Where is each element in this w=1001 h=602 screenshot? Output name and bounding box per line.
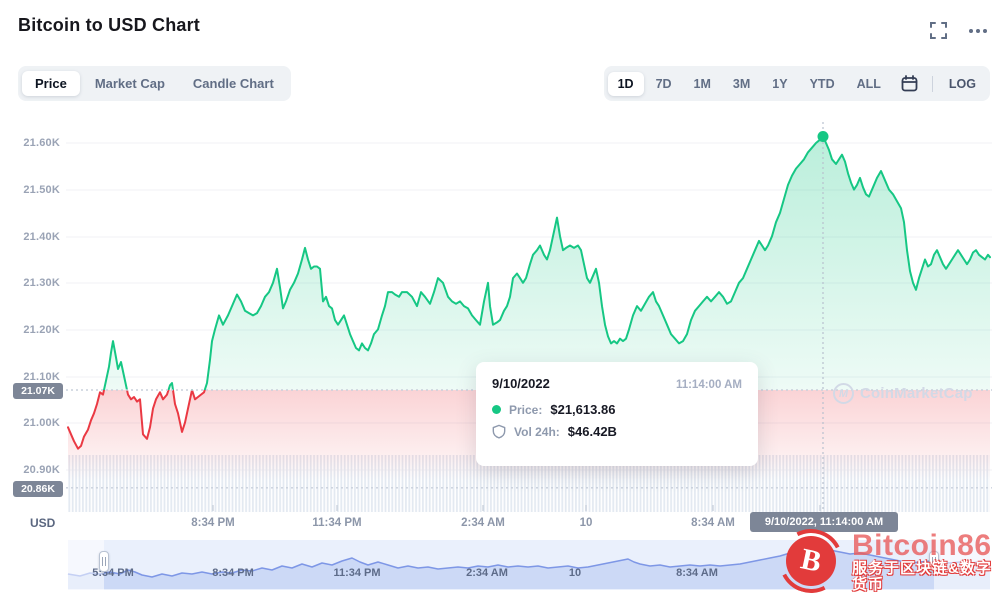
brand-watermark: B Bitcoin86 服务于区块链&数字货币 <box>779 529 1001 593</box>
price-area-up <box>103 136 990 390</box>
x-axis-label: 8:34 PM <box>191 517 235 529</box>
y-axis-label: 21.20K <box>23 324 60 336</box>
brand-tagline: 服务于区块链&数字货币 <box>852 560 992 593</box>
range-1m[interactable]: 1M <box>684 72 721 96</box>
tooltip-vol-value: $46.42B <box>567 424 617 439</box>
range-1y[interactable]: 1Y <box>762 72 797 96</box>
navigator-label: 2:34 AM <box>466 567 508 579</box>
tooltip-time: 11:14:00 AM <box>675 379 742 391</box>
x-axis-label: 11:34 PM <box>312 517 362 529</box>
range-3m[interactable]: 3M <box>723 72 760 96</box>
tab-candle-chart[interactable]: Candle Chart <box>180 71 287 96</box>
navigator-dim-left <box>68 540 104 590</box>
y-axis-label: 21.40K <box>23 231 60 243</box>
x-axis-label: 8:34 AM <box>691 517 735 529</box>
price-tooltip: 9/10/2022 11:14:00 AM Price: $21,613.86 … <box>476 362 758 466</box>
navigator-label: 11:34 PM <box>333 567 381 579</box>
navigator-label: 10 <box>568 567 582 579</box>
x-axis-label: 2:34 AM <box>461 517 505 529</box>
y-axis-label: 20.90K <box>23 464 60 476</box>
shield-icon <box>492 424 506 439</box>
tooltip-vol-label: Vol 24h: <box>514 424 560 439</box>
header-actions <box>930 22 987 39</box>
y-axis-label: 21.50K <box>23 184 60 196</box>
navigator-dim-right <box>934 540 990 590</box>
calendar-icon <box>901 75 918 92</box>
tab-market-cap[interactable]: Market Cap <box>82 71 178 96</box>
navigator-label: 8:34 AM <box>676 567 718 579</box>
y-axis-label: 21.60K <box>23 137 60 149</box>
tooltip-date: 9/10/2022 <box>492 376 550 391</box>
y-axis-label: 21.10K <box>23 371 60 383</box>
date-range-picker-button[interactable] <box>893 71 926 96</box>
ellipsis-icon <box>969 28 987 33</box>
usd-label: USD <box>30 516 56 530</box>
y-axis-label: 21.00K <box>23 417 60 429</box>
more-options-button[interactable] <box>969 28 987 33</box>
cmc-watermark-text: CoinMarketCap <box>860 385 973 402</box>
fullscreen-icon <box>930 22 947 39</box>
current-time-badge: 9/10/2022, 11:14:00 AM <box>750 512 898 532</box>
tooltip-price-label: Price: <box>509 402 543 417</box>
navigator-left-handle[interactable] <box>99 551 109 572</box>
range-selector: 1D 7D 1M 3M 1Y YTD ALL LOG <box>603 66 990 101</box>
range-all[interactable]: ALL <box>847 72 891 96</box>
brand-name: Bitcoin86 <box>852 528 992 562</box>
bitcoin-b-glyph: B <box>797 542 825 579</box>
log-scale-button[interactable]: LOG <box>939 72 986 96</box>
cmc-watermark: M CoinMarketCap <box>833 383 973 404</box>
price-line-down <box>67 390 206 450</box>
range-1d[interactable]: 1D <box>607 71 644 96</box>
tab-price[interactable]: Price <box>22 71 80 96</box>
fullscreen-button[interactable] <box>930 22 947 39</box>
y-axis-label: 21.30K <box>23 277 60 289</box>
range-7d[interactable]: 7D <box>646 72 682 96</box>
price-series-dot-icon <box>492 405 501 414</box>
low-price-badge: 20.86K <box>13 481 63 497</box>
bitcoin-coin-icon: B <box>779 529 843 593</box>
chart-type-tabs: Price Market Cap Candle Chart <box>18 66 291 101</box>
range-ytd[interactable]: YTD <box>800 72 845 96</box>
toolbar-divider <box>931 75 933 92</box>
navigator-right-handle[interactable] <box>929 551 939 572</box>
marker-dot <box>817 131 829 142</box>
cmc-logo-icon: M <box>833 383 854 404</box>
price-line-up <box>102 135 991 390</box>
open-price-badge: 21.07K <box>13 383 63 399</box>
navigator-label: 8:34 PM <box>212 567 254 579</box>
tooltip-price-value: $21,613.86 <box>550 402 616 417</box>
x-axis-label: 10 <box>579 517 593 529</box>
page-title: Bitcoin to USD Chart <box>18 15 200 35</box>
navigator-area <box>68 548 990 589</box>
x-axis-ticks <box>212 505 821 511</box>
